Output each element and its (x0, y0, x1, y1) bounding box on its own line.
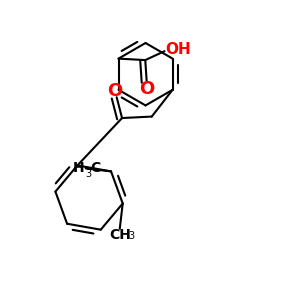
Text: 3: 3 (85, 169, 91, 179)
Text: O: O (108, 82, 123, 100)
Text: C: C (91, 161, 101, 176)
Text: 3: 3 (128, 231, 134, 241)
Text: H: H (73, 161, 84, 176)
Text: CH: CH (109, 228, 131, 242)
Text: O: O (139, 80, 154, 98)
Text: OH: OH (165, 42, 191, 57)
